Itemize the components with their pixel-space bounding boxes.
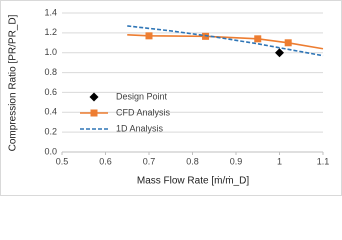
- y-tick-label: 1.2: [44, 27, 57, 37]
- line: [127, 25, 324, 57]
- x-tick-label: 0.6: [99, 156, 112, 166]
- marker: [284, 39, 292, 47]
- marker: [90, 109, 98, 117]
- y-tick-label: 0.8: [44, 67, 57, 77]
- marker: [145, 32, 153, 40]
- y-tick-label: 0.4: [44, 107, 57, 117]
- page: {"chart_data": { "type": "line", "x_labe…: [0, 0, 342, 196]
- y-axis-title: Compression Ratio [PR/PR_D]: [8, 14, 19, 151]
- chart: Mass Flow Rate [ṁ/ṁ_D] Compression Ratio…: [0, 0, 342, 196]
- y-tick-label: 1.0: [44, 47, 57, 57]
- legend-label: CFD Analysis: [116, 107, 171, 117]
- x-tick-label: 1.1: [317, 156, 330, 166]
- legend-item: CFD Analysis: [80, 107, 171, 117]
- x-tick-label: 0.7: [143, 156, 156, 166]
- x-tick-label: 0.8: [186, 156, 199, 166]
- x-tick-label: 0.5: [56, 156, 69, 166]
- marker: [89, 92, 99, 102]
- legend-item: 1D Analysis: [80, 123, 164, 133]
- marker: [254, 35, 262, 43]
- line: [127, 34, 324, 50]
- y-tick-label: 1.4: [44, 7, 57, 17]
- legend-item: Design Point: [89, 91, 168, 102]
- x-tick-label: 0.9: [230, 156, 243, 166]
- y-tick-label: 0.2: [44, 127, 57, 137]
- legend-label: 1D Analysis: [116, 123, 164, 133]
- y-tick-label: 0.6: [44, 87, 57, 97]
- marker: [275, 48, 284, 58]
- x-tick-label: 1: [277, 156, 282, 166]
- y-tick-label: 0.0: [44, 146, 57, 156]
- legend-label: Design Point: [116, 91, 168, 101]
- x-axis-title: Mass Flow Rate [ṁ/ṁ_D]: [137, 176, 249, 187]
